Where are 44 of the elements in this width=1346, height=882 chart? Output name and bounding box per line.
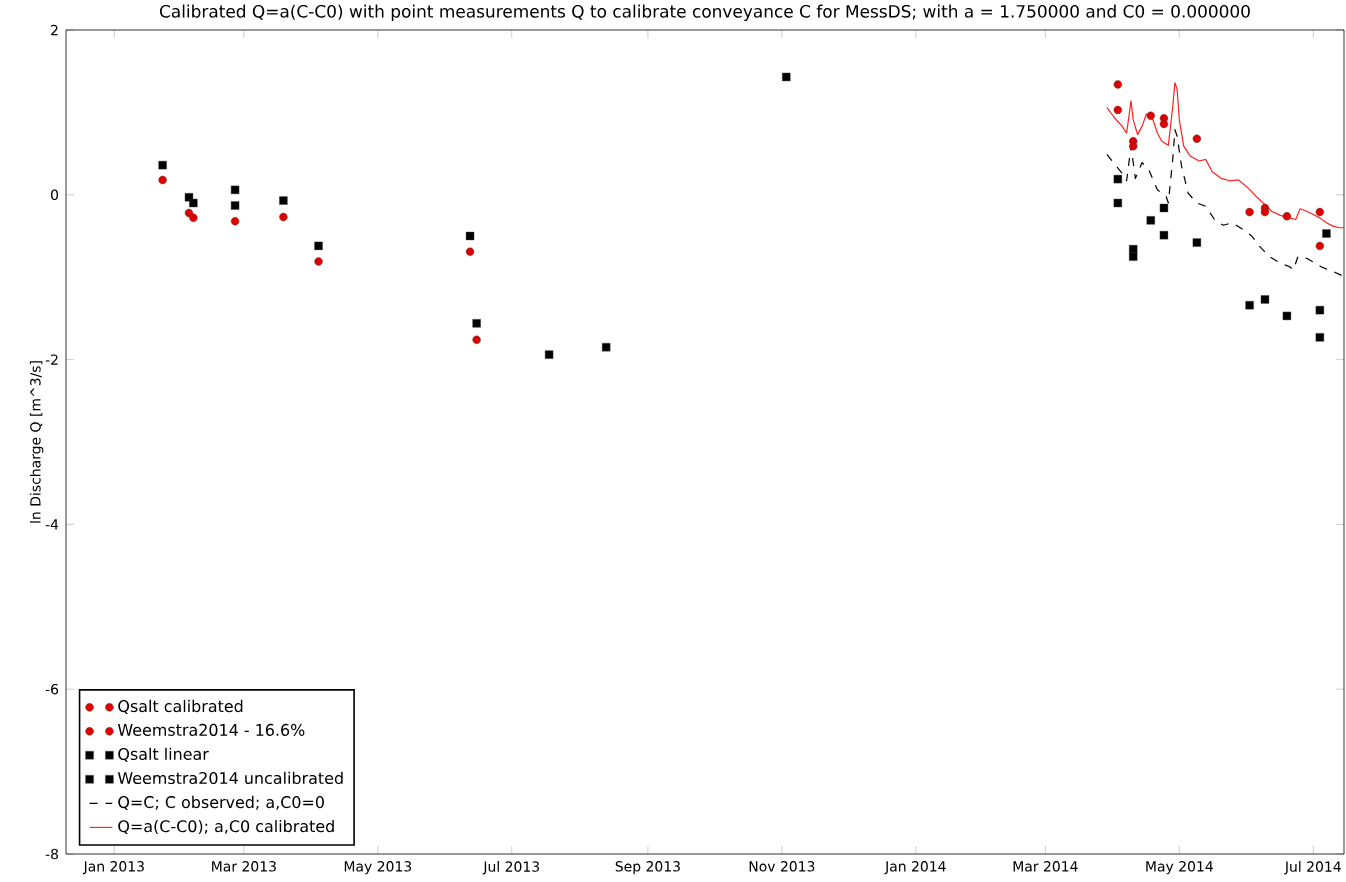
point <box>1113 105 1123 115</box>
point <box>465 231 475 241</box>
point <box>1159 230 1169 240</box>
point <box>1113 80 1123 89</box>
point <box>472 335 481 345</box>
point <box>1159 119 1169 129</box>
chart-title: Calibrated Q=a(C-C0) with point measurements Q to calibrate conveyance C for MessDS; with a = 1.750000 and C0 = 0.000000 <box>159 4 1250 22</box>
point <box>158 160 167 170</box>
point <box>230 216 240 226</box>
point <box>1315 207 1325 217</box>
point <box>1245 301 1254 310</box>
point <box>314 257 323 266</box>
point <box>1146 111 1155 120</box>
point <box>1146 216 1155 225</box>
point <box>601 343 611 352</box>
point <box>1129 141 1138 151</box>
point <box>1282 212 1292 221</box>
point <box>465 247 475 256</box>
point <box>472 319 481 328</box>
point <box>1113 174 1123 184</box>
point <box>279 196 288 205</box>
point <box>1315 305 1325 315</box>
point <box>1315 333 1325 342</box>
point <box>1260 295 1270 304</box>
point <box>1315 241 1325 251</box>
point <box>1282 311 1292 321</box>
point <box>1192 134 1202 143</box>
point <box>1245 207 1254 217</box>
point <box>1192 238 1202 247</box>
point <box>230 185 240 195</box>
point <box>314 241 323 251</box>
point <box>1129 244 1138 254</box>
point <box>158 175 167 185</box>
point <box>782 72 791 82</box>
point <box>1129 252 1138 261</box>
point <box>279 212 288 222</box>
point <box>230 201 240 210</box>
point <box>189 213 198 223</box>
point <box>1322 229 1331 238</box>
point <box>1113 198 1123 208</box>
point <box>189 198 198 208</box>
line-series <box>1106 82 1345 229</box>
point <box>544 350 554 359</box>
point <box>1159 203 1169 213</box>
